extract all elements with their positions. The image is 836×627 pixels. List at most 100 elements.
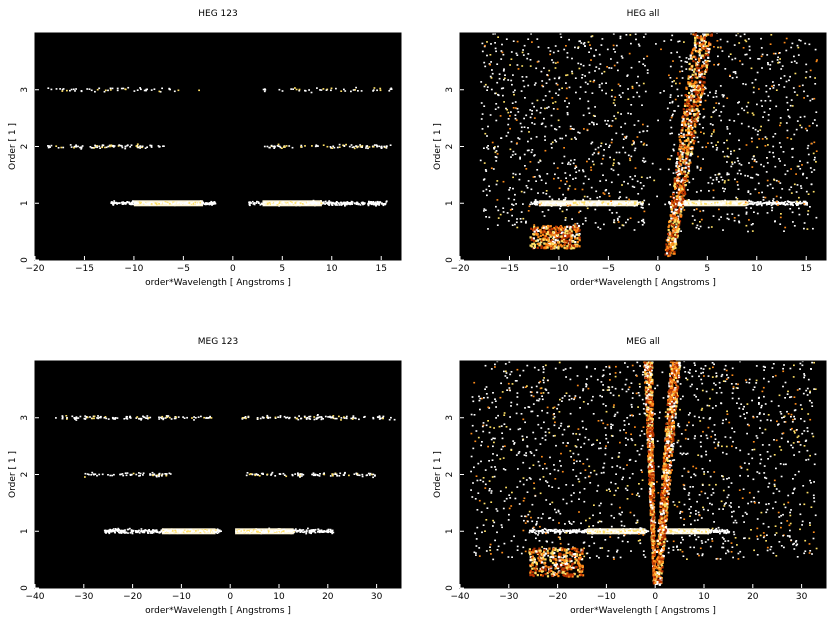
count-pixel: [758, 192, 760, 194]
count-pixel: [685, 152, 688, 155]
count-pixel: [690, 90, 693, 93]
count-pixel: [687, 122, 690, 125]
count-pixel: [751, 201, 754, 203]
count-pixel: [689, 99, 692, 102]
count-pixel: [771, 206, 774, 209]
count-pixel: [689, 109, 692, 112]
count-pixel: [614, 96, 617, 98]
count-pixel: [571, 202, 574, 205]
count-pixel: [490, 88, 493, 91]
count-pixel: [326, 203, 329, 205]
count-pixel: [704, 41, 707, 44]
count-pixel: [259, 204, 262, 206]
count-pixel: [588, 123, 591, 125]
count-pixel: [634, 201, 636, 203]
count-pixel: [556, 61, 559, 64]
count-pixel: [751, 166, 754, 168]
count-pixel: [619, 204, 621, 206]
count-pixel: [484, 209, 487, 211]
count-pixel: [770, 202, 772, 204]
count-pixel: [80, 146, 83, 149]
count-pixel: [330, 89, 332, 92]
count-pixel: [787, 201, 790, 203]
count-pixel: [550, 114, 553, 117]
count-pixel: [653, 179, 656, 182]
count-pixel: [764, 136, 767, 138]
count-pixel: [382, 203, 385, 205]
count-pixel: [566, 113, 569, 116]
count-pixel: [544, 139, 546, 141]
count-pixel: [669, 241, 673, 245]
count-pixel: [737, 214, 740, 217]
count-pixel: [689, 76, 692, 79]
count-pixel: [301, 203, 304, 205]
count-pixel: [708, 42, 711, 45]
count-pixel: [789, 203, 792, 205]
count-pixel: [788, 188, 791, 191]
count-pixel: [672, 191, 675, 194]
count-pixel: [320, 201, 323, 203]
count-pixel: [680, 204, 683, 207]
count-pixel: [564, 227, 567, 230]
count-pixel: [702, 158, 704, 160]
count-pixel: [773, 179, 776, 181]
count-pixel: [690, 32, 692, 35]
count-pixel: [557, 50, 560, 52]
count-pixel: [576, 202, 578, 204]
count-pixel: [292, 88, 294, 90]
count-pixel: [766, 203, 768, 205]
count-pixel: [671, 208, 674, 211]
count-pixel: [552, 51, 555, 54]
count-pixel: [110, 144, 113, 146]
count-pixel: [584, 219, 587, 222]
count-pixel: [593, 79, 596, 82]
count-pixel: [784, 201, 787, 203]
count-pixel: [810, 183, 813, 186]
count-pixel: [618, 163, 621, 165]
count-pixel: [687, 75, 690, 78]
count-pixel: [192, 201, 195, 203]
count-pixel: [812, 190, 815, 193]
count-pixel: [672, 148, 675, 151]
count-pixel: [669, 94, 672, 96]
count-pixel: [520, 190, 523, 193]
count-pixel: [696, 34, 699, 37]
count-pixel: [681, 189, 684, 193]
count-pixel: [693, 89, 696, 91]
count-pixel: [564, 231, 567, 234]
count-pixel: [678, 186, 681, 189]
count-pixel: [696, 136, 699, 139]
count-pixel: [555, 246, 558, 249]
count-pixel: [484, 169, 487, 171]
count-pixel: [507, 197, 510, 200]
count-pixel: [693, 109, 696, 112]
count-pixel: [726, 213, 729, 216]
count-pixel: [687, 82, 690, 85]
count-pixel: [372, 89, 375, 91]
count-pixel: [751, 112, 754, 114]
count-pixel: [698, 110, 700, 112]
count-pixel: [676, 220, 679, 223]
count-pixel: [634, 147, 637, 150]
count-pixel: [62, 88, 65, 90]
count-pixel: [686, 104, 689, 107]
count-pixel: [684, 94, 687, 97]
count-pixel: [537, 242, 540, 246]
count-pixel: [678, 56, 681, 58]
count-pixel: [554, 139, 556, 141]
count-pixel: [717, 46, 719, 49]
count-pixel: [512, 187, 514, 190]
count-pixel: [691, 79, 694, 82]
count-pixel: [689, 54, 692, 57]
count-pixel: [671, 201, 674, 204]
count-pixel: [806, 147, 809, 150]
count-pixel: [701, 37, 704, 40]
count-pixel: [70, 146, 73, 148]
count-pixel: [693, 68, 696, 71]
count-pixel: [483, 85, 486, 88]
count-pixel: [700, 67, 703, 70]
count-pixel: [630, 113, 632, 115]
count-pixel: [639, 203, 642, 205]
count-pixel: [675, 165, 678, 168]
count-pixel: [537, 60, 540, 63]
